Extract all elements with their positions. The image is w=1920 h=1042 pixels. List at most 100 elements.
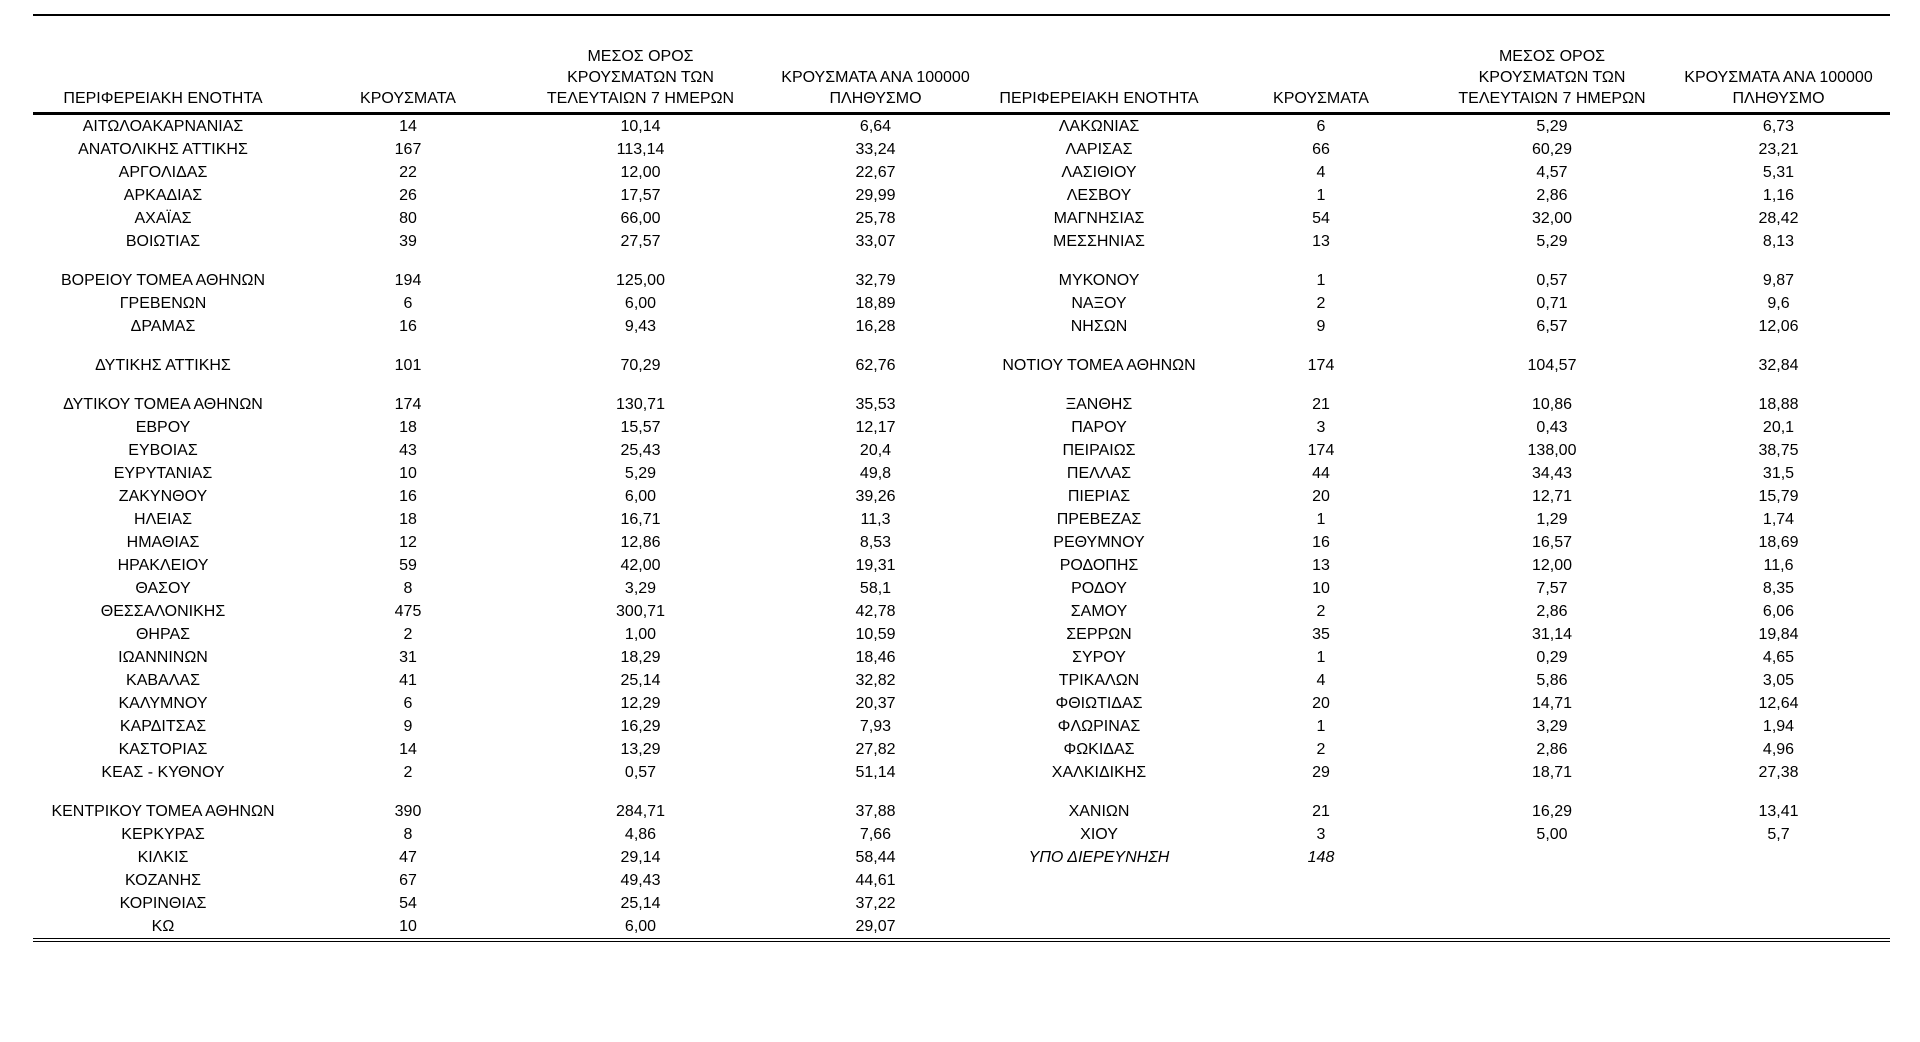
right-cases-cell: 54: [1312, 210, 1330, 227]
left-avg7-cell: 49,43: [620, 872, 661, 889]
left-region-cell: ΚΕΡΚΥΡΑΣ: [121, 826, 205, 843]
header-label-line: ΚΡΟΥΣΜΑΤΩΝ ΤΩΝ: [1478, 69, 1626, 86]
left-region-cell: ΑΡΚΑΔΙΑΣ: [123, 187, 203, 204]
left-cases-cell: 9: [403, 718, 413, 735]
left-cases-cell: 14: [399, 118, 417, 135]
right-cases-cell: 20: [1312, 488, 1330, 505]
left-region-cell: ΚΩ: [151, 918, 175, 935]
left-per100k-cell: 29,07: [855, 918, 896, 935]
left-region-cell: ΗΜΑΘΙΑΣ: [126, 534, 200, 551]
header-label: ΚΡΟΥΣΜΑΤΑ: [1273, 90, 1369, 107]
left-per100k-cell: 10,59: [855, 626, 896, 643]
right-avg7-cell: [1437, 915, 1667, 940]
right-avg7-cell: 5,00: [1536, 826, 1568, 843]
right-cases-cell: 21: [1312, 803, 1330, 820]
table-row: ΚΑΣΤΟΡΙΑΣ 14 13,29 27,82 ΦΩΚΙΔΑΣ 2 2,86 4,96: [33, 738, 1890, 761]
left-avg7-cell: 4,86: [624, 826, 657, 843]
right-avg7-cell: 16,57: [1531, 534, 1573, 551]
right-avg7-cell: 31,14: [1531, 626, 1573, 643]
left-cases-cell: 101: [394, 357, 422, 374]
spacer-cell: [1205, 377, 1437, 393]
left-per100k-cell: 20,4: [859, 442, 892, 459]
right-cases-cell: 66: [1312, 141, 1330, 158]
right-region-cell: ΠΕΙΡΑΙΩΣ: [1062, 442, 1136, 459]
table-row: ΑΙΤΩΛΟΑΚΑΡΝΑΝΙΑΣ 14 10,14 6,64 ΛΑΚΩΝΙΑΣ 6 5,29…: [33, 114, 1890, 139]
right-avg7-cell: [1437, 892, 1667, 915]
right-per100k-cell: 12,64: [1758, 695, 1799, 712]
right-avg7-cell: 2,86: [1536, 187, 1568, 204]
left-per100k-cell: 42,78: [855, 603, 896, 620]
table-row: ΘΗΡΑΣ 2 1,00 10,59 ΣΕΡΡΩΝ 35 31,14 19,84: [33, 623, 1890, 646]
right-per100k-cell: 6,06: [1762, 603, 1795, 620]
left-avg7-cell: 13,29: [620, 741, 661, 758]
left-avg7-cell: 130,71: [616, 396, 665, 413]
right-cases-cell: 2: [1316, 741, 1326, 758]
right-region-cell: ΥΠΟ ΔΙΕΡΕΥΝΗΣΗ: [1028, 849, 1170, 866]
table-row: ΚΟΖΑΝΗΣ 67 49,43 44,61: [33, 869, 1890, 892]
header-right-per100k: ΚΡΟΥΣΜΑΤΑ ΑΝΑ 100000 ΠΛΗΘΥΣΜΟ: [1667, 15, 1890, 115]
table-row: ΘΑΣΟΥ 8 3,29 58,1 ΡΟΔΟΥ 10 7,57 8,35: [33, 577, 1890, 600]
left-cases-cell: 18: [399, 511, 417, 528]
right-cases-cell: 1: [1316, 187, 1326, 204]
table-row: ΚΕΝΤΡΙΚΟΥ ΤΟΜΕΑ ΑΘΗΝΩΝ 390 284,71 37,88 ΧΑΝΙ…: [33, 800, 1890, 823]
left-region-cell: ΚΑΛΥΜΝΟΥ: [118, 695, 208, 712]
right-per100k-cell: 8,35: [1762, 580, 1795, 597]
left-region-cell: ΔΥΤΙΚΗΣ ΑΤΤΙΚΗΣ: [95, 357, 231, 374]
left-region-cell: ΚΑΒΑΛΑΣ: [126, 672, 200, 689]
table-row: ΚΟΡΙΝΘΙΑΣ 54 25,14 37,22: [33, 892, 1890, 915]
right-per100k-cell: [1667, 892, 1890, 915]
spacer-cell: [523, 253, 758, 269]
left-avg7-cell: 12,00: [620, 164, 661, 181]
left-cases-cell: 67: [399, 872, 417, 889]
left-cases-cell: 18: [399, 419, 417, 436]
left-per100k-cell: 62,76: [855, 357, 896, 374]
spacer-cell: [293, 338, 523, 354]
right-region-cell: ΠΡΕΒΕΖΑΣ: [1056, 511, 1142, 528]
left-per100k-cell: 37,88: [855, 803, 896, 820]
left-avg7-cell: 27,57: [620, 233, 661, 250]
right-cases-cell: 1: [1316, 718, 1326, 735]
left-region-cell: ΑΙΤΩΛΟΑΚΑΡΝΑΝΙΑΣ: [82, 118, 244, 135]
left-avg7-cell: 5,29: [624, 465, 657, 482]
right-avg7-cell: 0,71: [1536, 295, 1568, 312]
table-row: ΚΙΛΚΙΣ 47 29,14 58,44 ΥΠΟ ΔΙΕΡΕΥΝΗΣΗ 148: [33, 846, 1890, 869]
right-avg7-cell: 2,86: [1536, 741, 1568, 758]
left-avg7-cell: 300,71: [616, 603, 665, 620]
right-cases-cell: [1205, 915, 1437, 940]
right-per100k-cell: 1,16: [1762, 187, 1795, 204]
right-avg7-cell: 104,57: [1527, 357, 1577, 374]
right-per100k-cell: 6,73: [1762, 118, 1795, 135]
right-avg7-cell: 32,00: [1531, 210, 1573, 227]
spacer-cell: [523, 338, 758, 354]
spacer-row: [33, 253, 1890, 269]
header-label-line: ΜΕΣΟΣ ΟΡΟΣ: [587, 48, 694, 65]
left-per100k-cell: 39,26: [855, 488, 896, 505]
left-region-cell: ΕΒΡΟΥ: [135, 419, 191, 436]
spacer-cell: [1667, 253, 1890, 269]
left-per100k-cell: 16,28: [855, 318, 896, 335]
right-per100k-cell: 12,06: [1758, 318, 1799, 335]
left-region-cell: ΙΩΑΝΝΙΝΩΝ: [118, 649, 208, 666]
left-cases-cell: 80: [399, 210, 417, 227]
left-avg7-cell: 66,00: [620, 210, 661, 227]
right-region-cell: ΛΑΣΙΘΙΟΥ: [1061, 164, 1137, 181]
right-per100k-cell: 3,05: [1762, 672, 1795, 689]
header-left-cases: ΚΡΟΥΣΜΑΤΑ: [293, 15, 523, 115]
right-per100k-cell: [1667, 846, 1890, 869]
left-avg7-cell: 25,14: [620, 895, 661, 912]
right-region-cell: ΜΥΚΟΝΟΥ: [1058, 272, 1140, 289]
spacer-cell: [1437, 377, 1667, 393]
right-cases-cell: [1205, 892, 1437, 915]
right-avg7-cell: 5,29: [1536, 118, 1568, 135]
left-per100k-cell: 18,89: [855, 295, 896, 312]
right-per100k-cell: [1667, 869, 1890, 892]
spacer-cell: [993, 784, 1205, 800]
left-per100k-cell: 25,78: [855, 210, 896, 227]
table-row: ΕΥΒΟΙΑΣ 43 25,43 20,4 ΠΕΙΡΑΙΩΣ 174 138,00 38,75: [33, 439, 1890, 462]
header-label-line: ΚΡΟΥΣΜΑΤΑ ΑΝΑ 100000: [1684, 69, 1873, 86]
right-region-cell: ΣΥΡΟΥ: [1072, 649, 1126, 666]
right-per100k-cell: 15,79: [1758, 488, 1799, 505]
left-cases-cell: 10: [399, 465, 417, 482]
left-region-cell: ΘΕΣΣΑΛΟΝΙΚΗΣ: [100, 603, 226, 620]
table-row: ΕΒΡΟΥ 18 15,57 12,17 ΠΑΡΟΥ 3 0,43 20,1: [33, 416, 1890, 439]
